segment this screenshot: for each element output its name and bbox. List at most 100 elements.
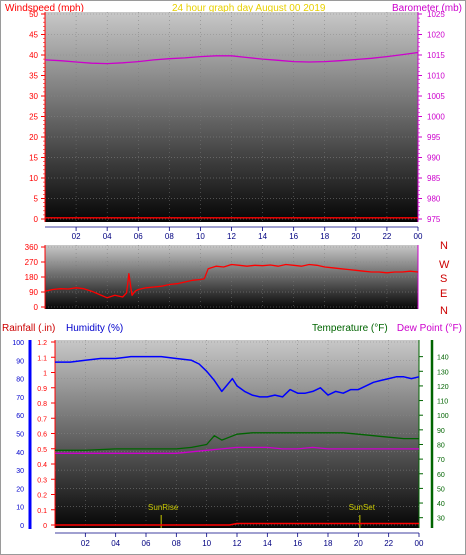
temperature-series-line [55, 432, 419, 451]
wind-direction-tick-label: 360 [25, 243, 39, 252]
hour-label-bottom: 12 [233, 539, 242, 548]
humidity-series-line [55, 355, 420, 398]
windspeed-tick-label: 10 [29, 174, 38, 183]
temperature-tick-label: 140 [437, 355, 449, 362]
temperature-tick-label: 80 [437, 442, 445, 449]
humidity-tick-label: 0 [20, 523, 24, 530]
temperature-tick-label: 30 [437, 516, 445, 523]
temperature-tick-label: 90 [437, 428, 445, 435]
dew-point-axis-title: Dew Point (°F) [397, 323, 462, 334]
hour-label-bottom: 04 [111, 539, 120, 548]
windspeed-tick-label: 20 [29, 133, 38, 142]
temperature-tick-label: 50 [437, 486, 445, 493]
hour-label-top: 12 [227, 232, 236, 241]
windspeed-tick-label: 45 [29, 31, 38, 40]
hour-label-bottom: 06 [142, 539, 151, 548]
temperature-tick-label: 70 [437, 457, 445, 464]
rainfall-tick-label: 0.5 [37, 447, 47, 454]
windspeed-tick-label: 25 [29, 113, 38, 122]
rainfall-tick-label: 0.9 [37, 386, 47, 393]
hour-label-bottom: 18 [324, 539, 333, 548]
hour-label-top: 06 [134, 232, 143, 241]
rainfall-tick-label: 0.6 [37, 432, 47, 439]
hour-label-top: 18 [320, 232, 329, 241]
humidity-tick-label: 20 [16, 486, 24, 493]
hour-label-bottom: 00 [415, 539, 424, 548]
hour-label-bottom: 02 [81, 539, 90, 548]
windspeed-tick-label: 5 [34, 195, 39, 204]
wind-direction-tick-label: 270 [25, 258, 39, 267]
hour-label-top: 10 [196, 232, 205, 241]
hour-label-top: 00 [414, 232, 423, 241]
humidity-tick-label: 50 [16, 432, 24, 439]
hour-label-bottom: 08 [172, 539, 181, 548]
windspeed-tick-label: 15 [29, 154, 38, 163]
rainfall-tick-label: 1 [43, 371, 47, 378]
hour-label-bottom: 22 [384, 539, 393, 548]
rainfall-tick-label: 0.7 [37, 416, 47, 423]
rainfall-series-line [55, 522, 419, 526]
compass-label-n-bottom: N [440, 305, 448, 317]
rainfall-tick-label: 0.1 [37, 508, 47, 515]
barometer-tick-label: 1020 [427, 31, 445, 40]
temperature-tick-label: 130 [437, 369, 449, 376]
compass-label-w: W [439, 259, 450, 271]
temperature-tick-label: 110 [437, 399, 448, 406]
compass-label-s: S [440, 273, 447, 285]
hour-label-bottom: 20 [354, 539, 363, 548]
windspeed-axis-title: Windspeed (mph) [5, 3, 84, 14]
barometer-tick-label: 985 [427, 174, 441, 183]
hour-label-top: 22 [382, 232, 391, 241]
rainfall-tick-label: 0.4 [37, 462, 47, 469]
humidity-tick-label: 40 [16, 450, 24, 457]
humidity-axis-title: Humidity (%) [66, 323, 123, 334]
barometer-axis-title: Barometer (mb) [392, 3, 462, 14]
rainfall-tick-label: 0.2 [37, 493, 47, 500]
wind-direction-tick-label: 90 [29, 288, 38, 297]
windspeed-tick-label: 50 [29, 10, 38, 19]
hour-label-bottom: 16 [293, 539, 302, 548]
rainfall-tick-label: 1.1 [37, 355, 47, 362]
barometer-series-line [44, 51, 419, 65]
rainfall-axis-title: Rainfall (.in) [2, 323, 55, 334]
barometer-tick-label: 995 [427, 133, 441, 142]
rainfall-tick-label: 1.2 [37, 340, 47, 347]
sun-marker-label: SunSet [349, 503, 376, 512]
humidity-tick-label: 90 [16, 358, 24, 365]
barometer-tick-label: 1010 [427, 72, 445, 81]
compass-label-e: E [440, 288, 447, 300]
temperature-tick-label: 40 [437, 501, 445, 508]
humidity-tick-label: 10 [16, 505, 24, 512]
temperature-tick-label: 100 [437, 413, 449, 420]
barometer-tick-label: 1000 [427, 113, 445, 122]
humidity-tick-label: 60 [16, 413, 24, 420]
windspeed-tick-label: 0 [34, 215, 39, 224]
dew-point-series-line [55, 446, 419, 454]
temperature-tick-label: 120 [437, 384, 449, 391]
wind-direction-tick-label: 0 [34, 303, 39, 312]
barometer-tick-label: 1015 [427, 51, 445, 60]
wind-direction-series-line [44, 263, 419, 299]
hour-label-top: 02 [72, 232, 81, 241]
windspeed-tick-label: 30 [29, 92, 38, 101]
humidity-tick-label: 100 [12, 340, 24, 347]
sun-marker-label: SunRise [148, 503, 179, 512]
temperature-axis-title: Temperature (°F) [312, 323, 388, 334]
barometer-tick-label: 1025 [427, 10, 445, 19]
hour-label-top: 04 [103, 232, 112, 241]
hour-label-top: 16 [289, 232, 298, 241]
barometer-tick-label: 975 [427, 215, 441, 224]
hour-label-top: 14 [258, 232, 267, 241]
rainfall-tick-label: 0.8 [37, 401, 47, 408]
rainfall-tick-label: 0 [43, 523, 47, 530]
hour-label-top: 08 [165, 232, 174, 241]
barometer-tick-label: 1005 [427, 92, 445, 101]
wind-direction-tick-label: 180 [25, 273, 39, 282]
hour-label-bottom: 10 [202, 539, 211, 548]
windspeed-tick-label: 40 [29, 51, 38, 60]
barometer-tick-label: 980 [427, 195, 441, 204]
chart-title: 24 hour graph day August 00 2019 [172, 3, 326, 14]
hour-label-top: 20 [351, 232, 360, 241]
rainfall-tick-label: 0.3 [37, 477, 47, 484]
